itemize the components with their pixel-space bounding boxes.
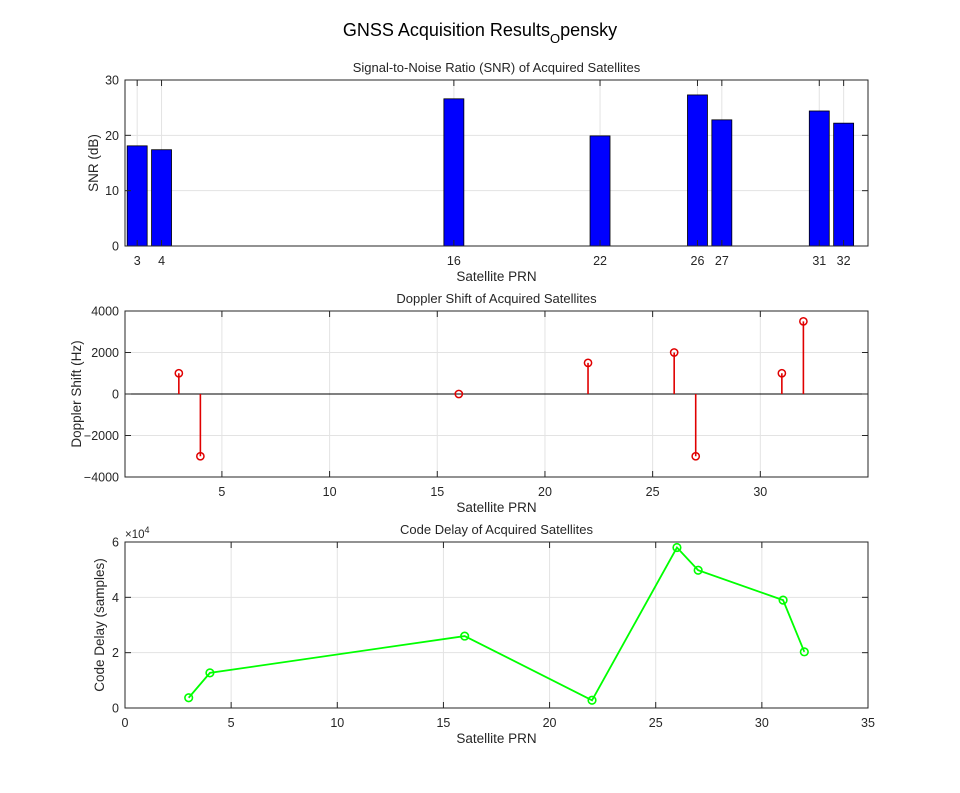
x-tick-label: 20 [538, 485, 552, 499]
snr-axes: 3 4 16 22 26 27 31 32 0 10 20 30 Signal-to-Noise Rat… [86, 60, 869, 284]
y-axis-label: Code Delay (samples) [92, 558, 107, 692]
x-tick-label: 25 [649, 716, 663, 730]
y-tick-label: 20 [105, 129, 119, 143]
plot-area [125, 542, 868, 708]
series-line [188, 546, 806, 702]
figure-title-tail: pensky [560, 20, 618, 40]
y-tick-label: 2 [112, 646, 119, 660]
y-tick-label: 30 [105, 74, 119, 88]
y-tick-label: 2000 [91, 346, 119, 360]
point-marker-3 [184, 693, 194, 703]
x-tick-label: 10 [323, 485, 337, 499]
figure-title: GNSS Acquisition ResultsOpensky [0, 20, 960, 46]
x-tick-label: 22 [593, 254, 607, 268]
stem-marker-22 [583, 358, 593, 368]
x-tick-label: 5 [218, 485, 225, 499]
axes-title: Doppler Shift of Acquired Satellites [396, 291, 597, 306]
x-tick-label: 0 [122, 716, 129, 730]
axes-box [124, 79, 869, 247]
figure-title-main: GNSS Acquisition Results [342, 20, 550, 40]
x-tick-label: 15 [436, 716, 450, 730]
plot-area [125, 80, 868, 246]
bar-26 [687, 94, 708, 247]
figure-title-subscript: O [549, 31, 561, 46]
point-marker-22 [587, 695, 597, 705]
y-tick-label: 4000 [91, 305, 119, 319]
x-axis-label: Satellite PRN [456, 731, 536, 746]
x-tick-label: 35 [861, 716, 875, 730]
x-tick-label: 3 [134, 254, 141, 268]
x-tick-label: 10 [330, 716, 344, 730]
bar-31 [808, 110, 830, 247]
y-exponent-power: 4 [145, 525, 150, 535]
stem-marker-27 [691, 451, 701, 461]
point-marker-4 [205, 668, 215, 678]
y-tick-label: 6 [112, 536, 119, 550]
axes-title: Signal-to-Noise Ratio (SNR) of Acquired … [353, 60, 641, 75]
y-tick-label: −4000 [84, 471, 119, 485]
x-tick-label: 27 [715, 254, 729, 268]
point-marker-27 [693, 565, 703, 575]
x-tick-label: 25 [646, 485, 660, 499]
stem-marker-16 [454, 389, 464, 399]
stem-marker-26 [669, 348, 679, 357]
point-marker-32 [799, 647, 809, 657]
doppler-axes: 5 10 15 20 25 30 −4000 −2000 0 2000 4000 Doppler Sh… [69, 291, 869, 515]
y-tick-label: 10 [105, 184, 119, 198]
y-axis-label: SNR (dB) [86, 134, 101, 192]
bar-3 [126, 145, 148, 247]
y-tick-label: 0 [112, 702, 119, 716]
x-tick-label: 30 [755, 716, 769, 730]
bar-4 [151, 149, 172, 247]
x-tick-label: 20 [543, 716, 557, 730]
x-tick-label: 31 [812, 254, 826, 268]
point-marker-26 [672, 542, 682, 553]
bar-16 [443, 98, 465, 247]
bar-32 [833, 122, 855, 247]
y-tick-label: 0 [112, 240, 119, 254]
x-tick-label: 15 [430, 485, 444, 499]
stem-marker-3 [174, 368, 184, 378]
axes-title: Code Delay of Acquired Satellites [400, 522, 593, 537]
x-axis-label: Satellite PRN [456, 500, 536, 515]
point-marker-16 [460, 631, 470, 641]
x-tick-label: 30 [753, 485, 767, 499]
x-tick-label: 16 [447, 254, 461, 268]
x-tick-label: 26 [691, 254, 705, 268]
axes-box [124, 541, 869, 709]
y-tick-label: 4 [112, 591, 119, 605]
x-tick-label: 5 [228, 716, 235, 730]
y-exponent-label: ×104 [125, 525, 150, 541]
stem-marker-4 [196, 451, 205, 461]
stem-marker-32 [799, 317, 808, 326]
point-marker-31 [778, 595, 788, 605]
x-axis-label: Satellite PRN [456, 269, 536, 284]
bar-27 [711, 119, 733, 247]
stem-marker-31 [777, 368, 787, 378]
x-tick-label: 32 [837, 254, 851, 268]
bar-22 [589, 135, 611, 247]
y-tick-label: −2000 [84, 429, 119, 443]
y-axis-label: Doppler Shift (Hz) [69, 340, 84, 447]
code-delay-axes: 0 5 10 15 20 25 30 35 0 2 4 6 ×104 Code Delay of Acqu… [92, 522, 875, 746]
x-tick-label: 4 [158, 254, 165, 268]
y-tick-label: 0 [112, 388, 119, 402]
